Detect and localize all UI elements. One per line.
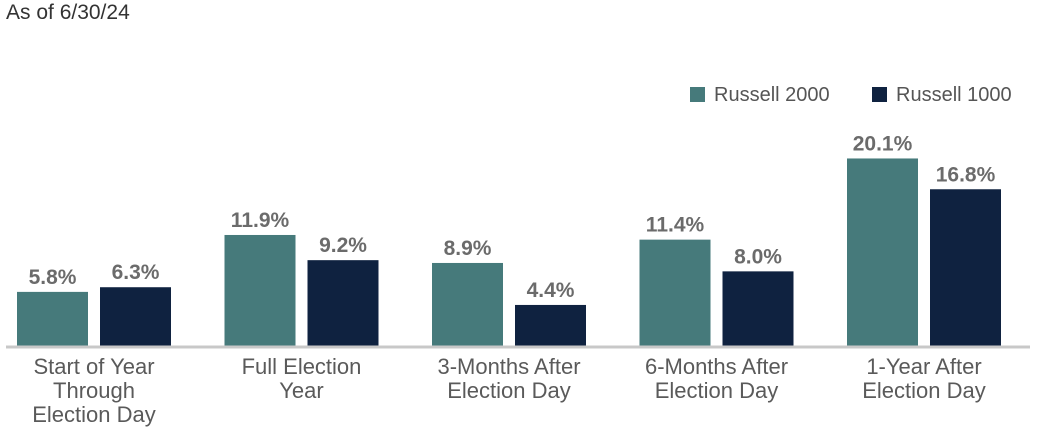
bar-russell-1000-0 xyxy=(100,287,171,346)
category-label-0: Start of Year Through Election Day xyxy=(32,354,156,427)
bar-russell-1000-3 xyxy=(722,271,794,346)
value-label-russell-1000-1: 9.2% xyxy=(319,234,367,257)
value-label-russell-1000-2: 4.4% xyxy=(527,279,575,302)
bars-group xyxy=(17,158,1001,346)
value-label-russell-2000-0: 5.8% xyxy=(29,266,77,289)
value-label-russell-2000-3: 11.4% xyxy=(646,214,705,237)
bar-russell-2000-4 xyxy=(847,158,918,346)
bar-russell-1000-2 xyxy=(515,304,586,346)
bar-russell-1000-4 xyxy=(930,189,1001,346)
legend-swatch-russell-1000 xyxy=(872,87,887,102)
value-label-russell-2000-2: 8.9% xyxy=(444,237,492,260)
category-label-3: 6-Months After Election Day xyxy=(645,354,788,403)
value-label-russell-1000-0: 6.3% xyxy=(112,261,160,284)
bar-russell-2000-1 xyxy=(224,234,296,346)
value-label-russell-1000-4: 16.8% xyxy=(936,163,996,186)
category-label-2: 3-Months After Election Day xyxy=(437,354,580,403)
bar-russell-2000-0 xyxy=(17,291,88,346)
value-label-russell-2000-1: 11.9% xyxy=(231,209,290,232)
as-of-date: As of 6/30/24 xyxy=(6,1,130,24)
legend: Russell 2000 Russell 1000 xyxy=(690,84,1012,106)
value-label-russell-1000-3: 8.0% xyxy=(734,245,782,268)
bar-russell-2000-3 xyxy=(639,239,711,346)
category-label-4: 1-Year After Election Day xyxy=(862,354,986,403)
bar-russell-1000-1 xyxy=(307,260,379,346)
legend-swatch-russell-2000 xyxy=(690,87,705,102)
value-labels-group: 5.8% 11.9% 8.9% 11.4% 20.1% 6.3% 9.2% 4.4% 8.0% 1… xyxy=(29,132,996,301)
legend-label-russell-2000: Russell 2000 xyxy=(714,84,830,106)
legend-label-russell-1000: Russell 1000 xyxy=(896,84,1012,106)
category-labels-group: Start of Year Through Election Day Full Ele… xyxy=(32,354,986,427)
value-label-russell-2000-4: 20.1% xyxy=(853,132,913,155)
category-label-1: Full Election Year xyxy=(242,354,362,403)
bar-russell-2000-2 xyxy=(432,262,503,346)
